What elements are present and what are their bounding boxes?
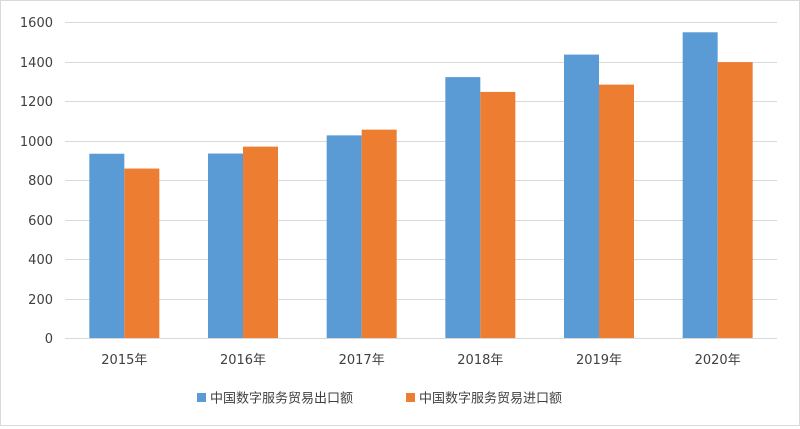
legend-label-import: 中国数字服务贸易进口额 [419, 391, 562, 407]
bar-import-5 [717, 62, 753, 338]
legend-swatch-export [197, 393, 206, 402]
bar-export-1 [208, 153, 243, 338]
bar-export-4 [564, 54, 599, 339]
y-tick-label: 1200 [20, 95, 53, 110]
gridlines [65, 22, 777, 339]
bar-export-3 [445, 77, 481, 338]
bar-export-5 [682, 32, 718, 339]
legend-label-export: 中国数字服务贸易出口额 [210, 391, 353, 407]
x-category-label: 2015年 [101, 353, 147, 368]
y-tick-label: 400 [28, 253, 53, 268]
y-tick-label: 800 [28, 174, 53, 189]
bar-import-3 [480, 91, 516, 338]
y-tick-label: 1000 [20, 135, 53, 150]
y-tick-label: 200 [28, 293, 53, 308]
bar-import-0 [124, 168, 160, 338]
bar-export-2 [326, 135, 362, 338]
x-category-label: 2020年 [695, 353, 741, 368]
x-category-label: 2018年 [457, 353, 503, 368]
y-tick-label: 1600 [20, 16, 53, 31]
y-tick-label: 600 [28, 214, 53, 229]
legend-swatch-import [406, 393, 415, 402]
bar-import-4 [599, 84, 634, 338]
bar-import-1 [243, 146, 278, 338]
bars [89, 32, 753, 339]
bar-import-2 [361, 129, 397, 338]
legend: 中国数字服务贸易出口额 中国数字服务贸易进口额 [197, 391, 562, 407]
x-category-label: 2019年 [576, 353, 622, 368]
y-axis-ticks: 0 200 400 600 800 1000 1200 1400 1600 [20, 16, 53, 347]
x-category-label: 2017年 [339, 353, 385, 368]
bar-export-0 [89, 153, 125, 338]
y-tick-label: 1400 [20, 56, 53, 71]
y-tick-label: 0 [45, 332, 53, 347]
x-category-label: 2016年 [220, 353, 266, 368]
x-axis-labels: 2015年 2016年 2017年 2018年 2019年 2020年 [101, 353, 740, 368]
